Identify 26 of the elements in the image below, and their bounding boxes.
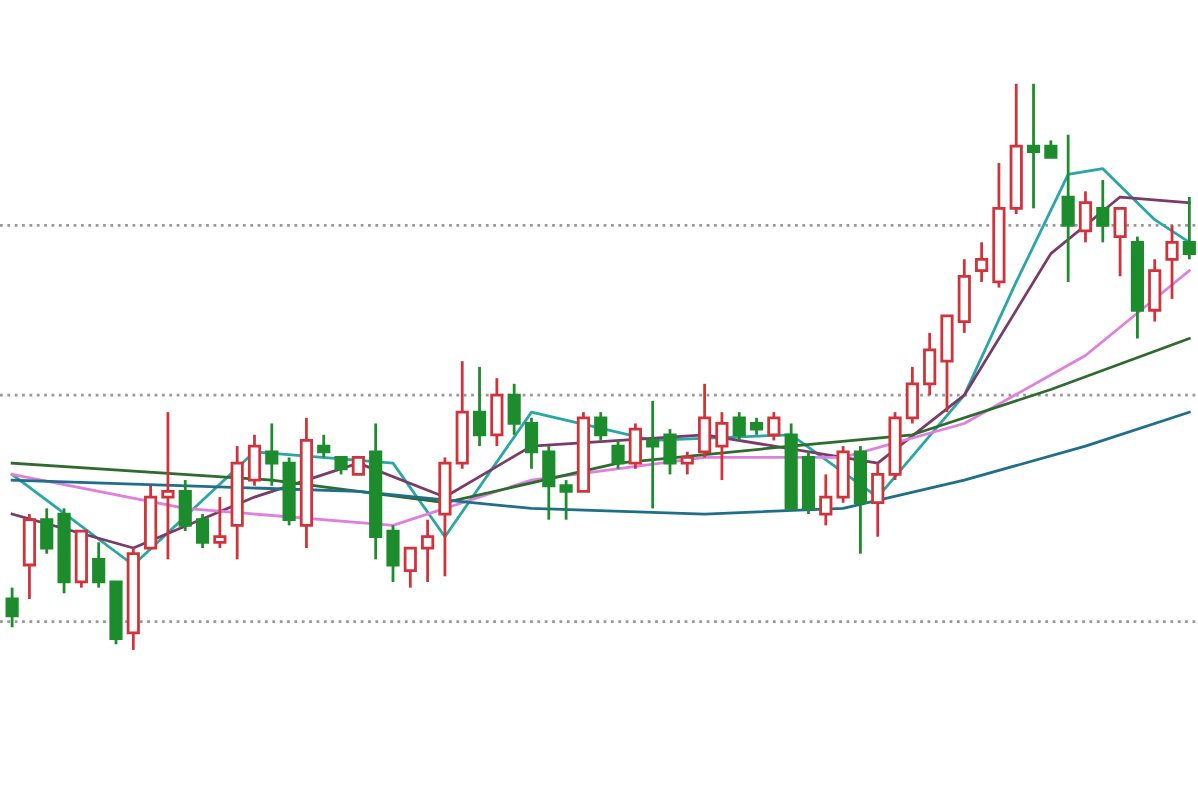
candlestick [161,410,175,561]
candlestick [247,433,262,488]
candlestick [507,382,521,437]
candlestick [40,507,54,556]
candlestick [5,586,19,629]
candlestick [230,444,244,561]
candlestick [871,461,885,539]
candlestick [923,331,937,397]
candlestick [455,359,469,471]
candlestick [1148,257,1162,323]
candlestick [369,422,383,561]
candlestick [975,240,989,284]
candlestick [646,399,660,510]
candlestick [1026,82,1041,210]
candlestick [1078,189,1093,244]
candlestick [490,376,504,448]
candlestick [819,473,833,527]
candlestick [299,416,314,550]
candlestick [472,365,487,448]
candlestick [957,257,971,335]
candlestick [1061,133,1075,284]
candlestick [421,518,435,584]
candlestick [1096,178,1110,244]
candlestick [265,422,279,488]
candlestick [628,422,642,471]
candlestick [92,540,106,590]
